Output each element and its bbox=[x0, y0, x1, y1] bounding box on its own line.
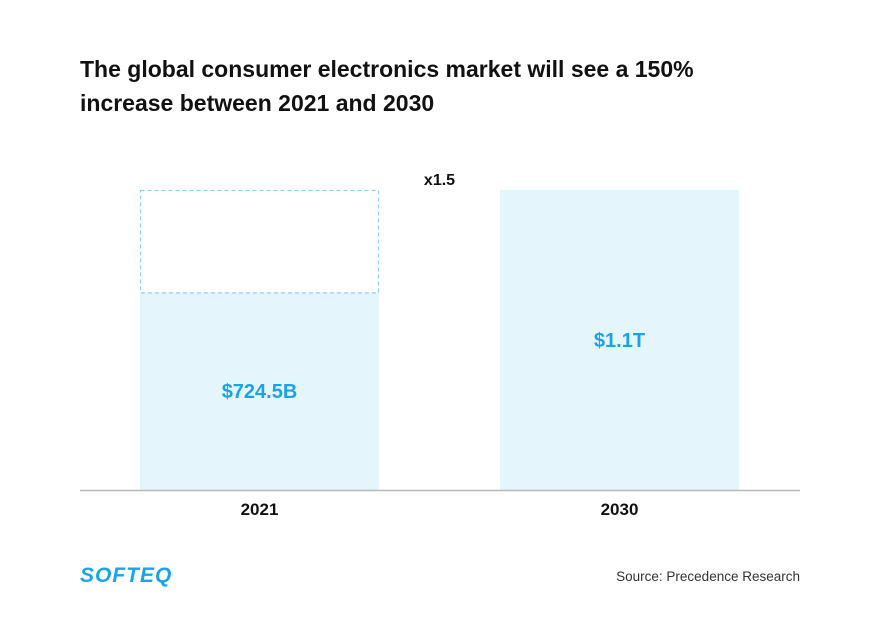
bar-2030 bbox=[500, 190, 739, 490]
x-tick-2030: 2030 bbox=[601, 500, 639, 519]
multiplier-annotation: x1.5 bbox=[424, 172, 455, 189]
chart-title: The global consumer electronics market w… bbox=[80, 52, 800, 120]
source-note: Source: Precedence Research bbox=[616, 569, 800, 584]
chart-title-line-1: The global consumer electronics market w… bbox=[80, 56, 694, 82]
chart-title-line-2: increase between 2021 and 2030 bbox=[80, 90, 435, 116]
bar-2021 bbox=[140, 292, 379, 490]
value-label-2030: $1.1T bbox=[594, 330, 645, 352]
x-tick-2021: 2021 bbox=[241, 500, 279, 519]
softeq-logo: SOFTEQ bbox=[80, 564, 173, 587]
value-label-2021: $724.5B bbox=[222, 381, 298, 403]
target-outline-2021 bbox=[139, 189, 380, 294]
